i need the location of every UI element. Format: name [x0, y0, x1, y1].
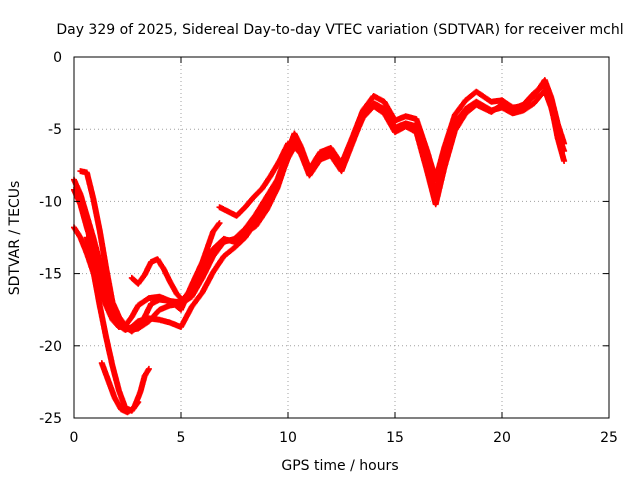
x-axis-label: GPS time / hours [281, 458, 398, 474]
x-tick-label: 0 [70, 430, 79, 446]
x-tick-label: 20 [493, 430, 511, 446]
y-tick-label: -10 [39, 194, 62, 210]
x-tick-label: 25 [600, 430, 618, 446]
plus-markers [71, 81, 568, 330]
series-track-3 [71, 81, 568, 330]
series-track-8 [216, 140, 291, 219]
series-track-2 [71, 87, 568, 333]
tick-labels: 0 5 10 15 20 25 0 -5 -10 -15 -20 -25 [39, 50, 618, 446]
axis-ticks [73, 56, 610, 419]
x-tick-label: 5 [177, 430, 186, 446]
series-track-4 [77, 168, 223, 335]
series-track-7 [128, 256, 187, 304]
chart-title: Day 329 of 2025, Sidereal Day-to-day VTE… [56, 22, 623, 38]
x-tick-label: 15 [386, 430, 404, 446]
series-track-6 [83, 234, 142, 414]
y-tick-label: 0 [53, 50, 62, 66]
y-tick-label: -20 [39, 339, 62, 355]
y-tick-label: -25 [39, 411, 62, 427]
data-points [71, 77, 568, 416]
y-tick-label: -5 [48, 122, 62, 138]
x-tick-label: 10 [279, 430, 297, 446]
plot-frame [73, 56, 610, 419]
series-track-1 [71, 77, 568, 333]
y-axis-label: SDTVAR / TECUs [7, 181, 23, 296]
y-tick-label: -15 [39, 267, 62, 283]
plus-markers [71, 87, 568, 333]
gridlines [74, 57, 609, 418]
plus-markers [71, 77, 568, 333]
